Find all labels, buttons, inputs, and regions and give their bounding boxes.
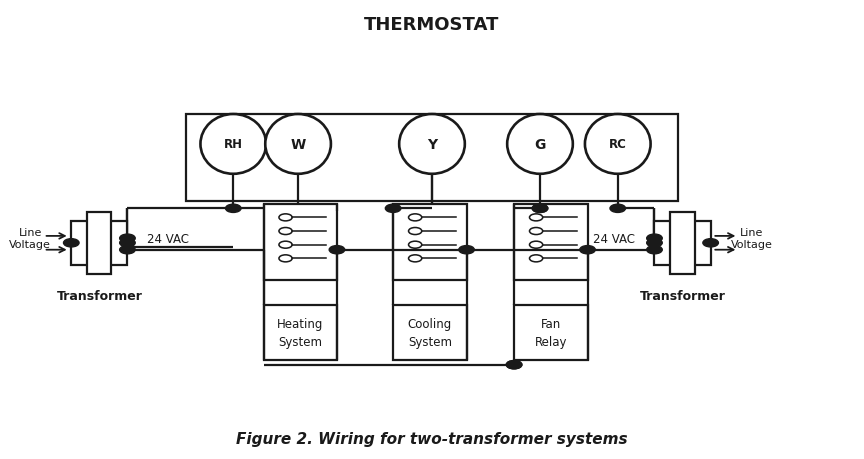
Text: 24 VAC: 24 VAC [593,232,635,245]
Text: Y: Y [427,138,437,151]
Text: Line
Voltage: Line Voltage [731,228,772,249]
Text: W: W [290,138,306,151]
Ellipse shape [399,115,465,174]
Text: 24 VAC: 24 VAC [147,232,189,245]
Bar [264,204,337,280]
Circle shape [119,235,135,243]
Bar [655,222,710,265]
Text: Figure 2. Wiring for two-transformer systems: Figure 2. Wiring for two-transformer sys… [236,431,628,446]
Circle shape [385,205,401,213]
Circle shape [532,205,548,213]
Ellipse shape [200,115,266,174]
Circle shape [329,246,345,254]
Circle shape [459,246,474,254]
Text: G: G [534,138,546,151]
Circle shape [646,246,662,254]
Circle shape [226,205,241,213]
Text: Line
Voltage: Line Voltage [10,228,51,249]
Circle shape [646,239,662,247]
Ellipse shape [507,115,573,174]
Bar [393,204,467,280]
Bar [393,305,467,360]
Circle shape [119,246,135,254]
Bar [670,212,695,274]
Bar [514,305,588,360]
Ellipse shape [585,115,651,174]
Text: Transformer: Transformer [56,290,143,302]
Circle shape [506,361,522,369]
Circle shape [610,205,626,213]
Text: THERMOSTAT: THERMOSTAT [365,16,499,34]
Ellipse shape [265,115,331,174]
Text: Cooling
System: Cooling System [408,317,452,348]
Circle shape [532,205,548,213]
Circle shape [646,235,662,243]
Bar [186,115,678,202]
Text: Heating
System: Heating System [277,317,323,348]
Circle shape [580,246,595,254]
Text: RC: RC [609,138,626,151]
Circle shape [703,239,718,247]
Circle shape [119,239,135,247]
Bar [71,222,128,265]
Text: Transformer: Transformer [639,290,726,302]
Circle shape [506,361,522,369]
Circle shape [64,239,79,247]
Bar [87,212,111,274]
Text: Fan
Relay: Fan Relay [535,317,567,348]
Bar [514,204,588,280]
Text: RH: RH [224,138,243,151]
Bar [264,305,337,360]
